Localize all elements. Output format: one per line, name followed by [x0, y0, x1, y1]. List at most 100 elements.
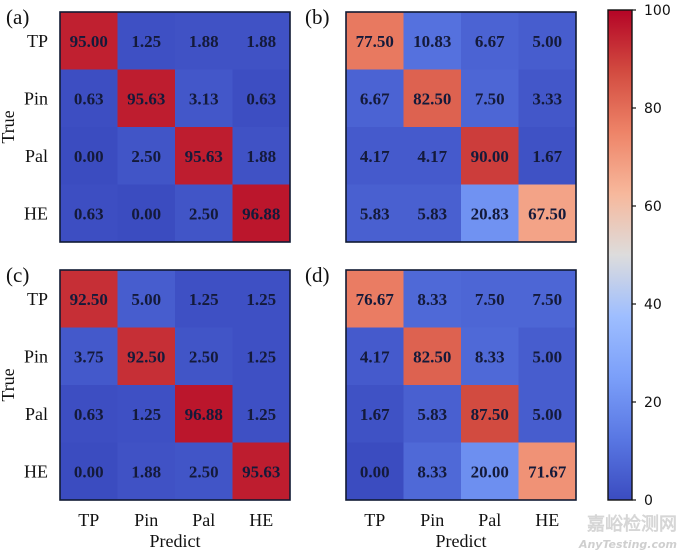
heatmap-frame [345, 269, 577, 501]
cell-value-label: 0.00 [131, 204, 161, 223]
heatmap-cell-r2-c2 [175, 385, 233, 443]
heatmap-cell-r3-c0 [346, 184, 404, 243]
heatmap-cell-r1-c2 [175, 69, 233, 128]
cell-value-label: 1.67 [532, 147, 562, 166]
cell-value-label: 20.00 [471, 462, 509, 481]
heatmap-cell-r0-c0 [60, 270, 118, 328]
heatmap-cell-r0-c1 [403, 270, 462, 328]
watermark-chinese: 嘉峪检测网 [586, 513, 677, 535]
y-axis-label: True [0, 110, 18, 143]
heatmap-cell-r1-c3 [232, 69, 291, 128]
colorbar-tick-label: 100 [644, 3, 671, 19]
heatmap-cell-r1-c0 [60, 327, 118, 386]
heatmap-cell-r3-c3 [518, 442, 577, 501]
cell-value-label: 7.50 [475, 89, 505, 108]
cell-value-label: 0.63 [74, 204, 104, 223]
colorbar-tick-label: 20 [644, 395, 662, 411]
cell-value-label: 6.67 [360, 89, 390, 108]
x-axis-label: Predict [436, 531, 487, 551]
cell-value-label: 1.25 [246, 405, 276, 424]
cell-value-label: 20.83 [471, 204, 509, 223]
cell-value-label: 8.33 [417, 462, 447, 481]
cell-value-label: 71.67 [528, 462, 567, 481]
heatmap-cell-r1-c3 [518, 327, 577, 386]
heatmap-cell-r0-c3 [232, 270, 291, 328]
cell-value-label: 95.63 [185, 147, 223, 166]
cell-value-label: 77.50 [356, 32, 394, 51]
y-tick-label: Pin [24, 88, 48, 108]
cell-value-label: 5.83 [360, 204, 390, 223]
heatmap-cell-r0-c0 [60, 12, 118, 70]
cell-value-label: 0.00 [74, 462, 104, 481]
colorbar: 0 20 40 60 80 100 [607, 3, 671, 509]
panel-label: (b) [305, 5, 330, 29]
cell-value-label: 3.33 [532, 89, 562, 108]
cell-value-label: 96.88 [185, 405, 223, 424]
colorbar-tick-label: 0 [644, 493, 653, 509]
watermark: 嘉峪检测网 AnyTesting.com [578, 513, 677, 551]
heatmap-cell-r3-c0 [60, 442, 118, 501]
cell-value-label: 1.88 [246, 32, 276, 51]
cell-value-label: 5.83 [417, 405, 447, 424]
heatmap-cell-r2-c0 [60, 127, 118, 185]
cell-value-label: 5.00 [532, 347, 562, 366]
cell-value-label: 5.00 [532, 405, 562, 424]
cell-value-label: 6.67 [475, 32, 505, 51]
cell-value-label: 0.63 [246, 89, 276, 108]
heatmap-cell-r3-c2 [175, 184, 233, 243]
cell-value-label: 5.00 [131, 290, 161, 309]
heatmap-cell-r1-c2 [175, 327, 233, 386]
heatmap-cell-r2-c3 [518, 385, 577, 443]
cell-value-label: 0.63 [74, 89, 104, 108]
heatmap-frame [59, 11, 291, 243]
cell-value-label: 5.83 [417, 204, 447, 223]
cell-value-label: 92.50 [70, 290, 108, 309]
heatmap-cell-r2-c1 [403, 385, 462, 443]
cell-value-label: 95.00 [70, 32, 108, 51]
cell-value-label: 92.50 [127, 347, 165, 366]
cell-value-label: 1.25 [131, 405, 161, 424]
x-tick-label: Pin [420, 510, 444, 530]
heatmap-cell-r3-c1 [117, 184, 176, 243]
x-tick-label: Pal [478, 510, 501, 530]
heatmap-cell-r3-c0 [346, 442, 404, 501]
heatmap-cell-r0-c2 [461, 270, 519, 328]
cell-value-label: 82.50 [413, 347, 451, 366]
cell-value-label: 1.88 [246, 147, 276, 166]
heatmap-cell-r0-c3 [518, 270, 577, 328]
heatmap-cell-r3-c1 [117, 442, 176, 501]
cell-value-label: 5.00 [532, 32, 562, 51]
heatmap-cell-r2-c1 [403, 127, 462, 185]
heatmap-cell-r1-c3 [518, 69, 577, 128]
heatmap-cell-r1-c2 [461, 327, 519, 386]
heatmap-cell-r3-c0 [60, 184, 118, 243]
heatmap-cell-r0-c0 [346, 12, 404, 70]
cell-value-label: 3.75 [74, 347, 104, 366]
heatmap-cell-r1-c1 [117, 327, 176, 386]
cell-value-label: 7.50 [532, 290, 562, 309]
heatmap-cell-r1-c1 [117, 69, 176, 128]
heatmap-frame [345, 11, 577, 243]
heatmap-cell-r3-c3 [232, 442, 291, 501]
x-axis-label: Predict [150, 531, 201, 551]
colorbar-tick-label: 80 [644, 101, 662, 117]
heatmap-panel-c: (c) 92.50 5.00 1.25 1.25 3.75 92.50 2.50 1.25 0.6… [0, 263, 291, 551]
heatmap-cell-r1-c3 [232, 327, 291, 386]
heatmap-cell-r2-c3 [232, 385, 291, 443]
cell-value-label: 0.00 [74, 147, 104, 166]
cell-value-label: 76.67 [356, 290, 395, 309]
x-tick-label: HE [535, 510, 559, 530]
heatmap-cell-r1-c0 [346, 69, 404, 128]
heatmap-cell-r0-c3 [232, 12, 291, 70]
cell-value-label: 95.63 [127, 89, 165, 108]
heatmap-cell-r3-c1 [403, 184, 462, 243]
x-tick-label: Pin [134, 510, 158, 530]
heatmap-cell-r2-c2 [461, 127, 519, 185]
y-tick-label: TP [27, 31, 48, 51]
y-tick-label: Pal [25, 404, 48, 424]
cell-value-label: 0.63 [74, 405, 104, 424]
cell-value-label: 10.83 [413, 32, 451, 51]
cell-value-label: 95.63 [242, 462, 280, 481]
heatmap-panel-a: (a) 95.00 1.25 1.88 1.88 0.63 95.63 3.13 0.63 0.0… [0, 5, 291, 243]
heatmap-cell-r2-c1 [117, 127, 176, 185]
